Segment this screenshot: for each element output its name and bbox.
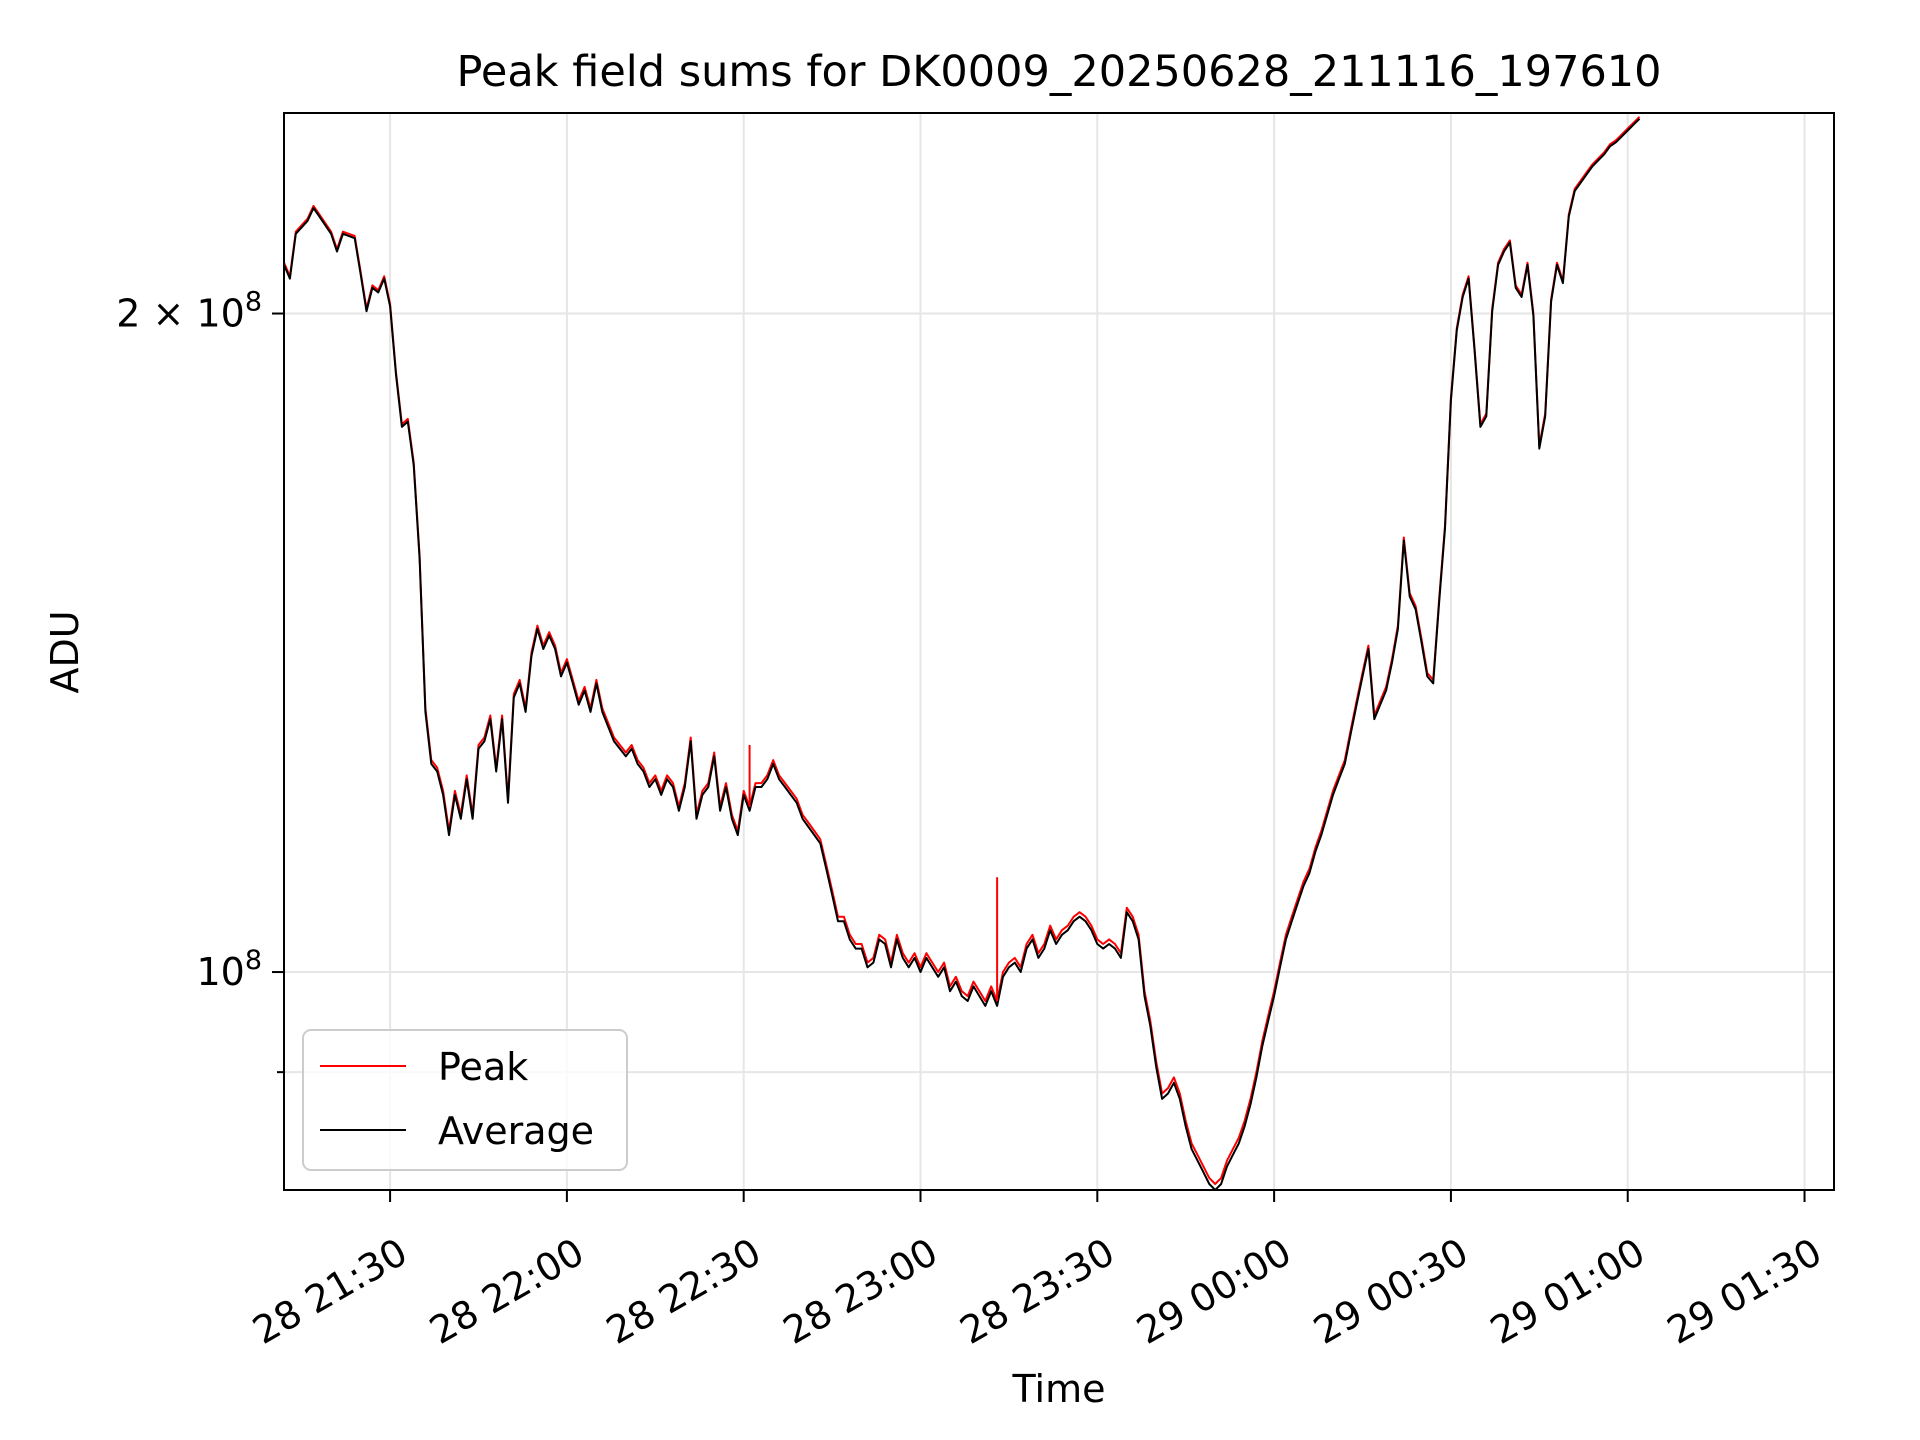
plot-area-frame <box>283 112 1835 1191</box>
series-line-average <box>284 118 1641 1190</box>
legend-label-average: Average <box>438 1109 594 1153</box>
y-tick-label: 108 <box>196 945 262 994</box>
chart-title: Peak field sums for DK0009_20250628_2111… <box>456 47 1661 97</box>
y-axis-label: ADU <box>43 610 87 693</box>
legend-label-peak: Peak <box>438 1045 528 1089</box>
x-axis-label: Time <box>1012 1367 1106 1411</box>
series-lines <box>284 116 1641 1190</box>
y-tick-label: 2 × 108 <box>116 287 262 336</box>
legend: Peak Average <box>302 1029 628 1171</box>
